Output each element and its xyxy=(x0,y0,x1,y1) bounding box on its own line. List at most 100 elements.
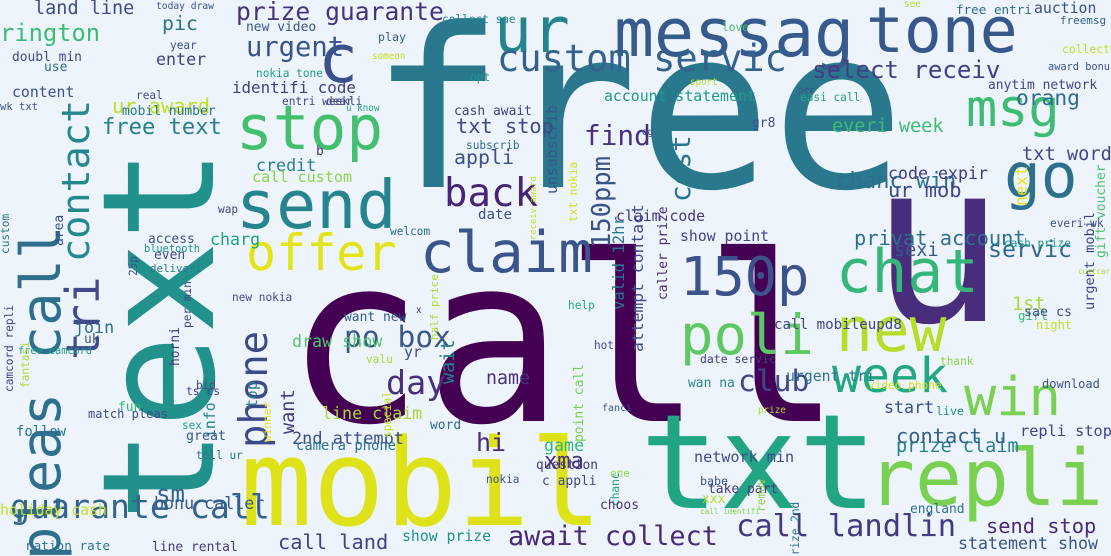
word-show-point: show point xyxy=(680,228,770,245)
word-chat: chat xyxy=(836,237,979,306)
word-camera-phone: camera phone xyxy=(296,438,397,454)
word-msg: msg xyxy=(966,79,1060,139)
word-call-landlin: call landlin xyxy=(736,509,957,544)
word-deliveri: deliveri xyxy=(150,262,202,275)
word-guarante-call: guarante call xyxy=(10,487,270,526)
word-remov: remov xyxy=(755,478,768,512)
word-per-min: per min xyxy=(181,281,194,328)
word-tri: tri xyxy=(56,276,110,360)
word-name: name xyxy=(486,368,530,389)
word-cost: cost xyxy=(664,135,697,202)
word-150ppm: 150ppm xyxy=(587,155,617,248)
word-girl: girl xyxy=(1018,308,1048,323)
word-eg: eg xyxy=(642,127,654,138)
word-entri-weekli: entri weekli xyxy=(282,95,363,108)
word-take-part: take part xyxy=(708,482,779,497)
word-cash-await: cash await xyxy=(454,104,532,119)
word-real: real xyxy=(136,89,163,102)
word-uk: uk xyxy=(84,332,100,347)
word-servic: servic xyxy=(988,236,1073,263)
word-25p: 25p xyxy=(127,256,140,276)
word-tell-ur: tell ur xyxy=(196,449,243,462)
word-tone: tone xyxy=(866,0,1018,67)
word-phone: phone xyxy=(232,330,277,448)
word-info: info xyxy=(202,402,219,438)
word-free-camcord: free camcord xyxy=(18,345,93,357)
word-prize: prize xyxy=(758,405,786,416)
word-enter: enter xyxy=(156,50,207,69)
word-contact: contact xyxy=(54,99,99,262)
word-club: club xyxy=(738,363,810,398)
word-u-know: u know xyxy=(346,103,380,114)
word-claim: claim xyxy=(420,219,593,286)
word-fun: fun xyxy=(118,400,142,415)
word-download: download xyxy=(1042,377,1100,391)
word-follow: follow xyxy=(16,424,67,440)
word-appli: appli xyxy=(454,146,514,169)
word-cash-prize: cash prize xyxy=(1004,237,1071,250)
word-question: question xyxy=(536,458,598,473)
word-prize-guarante: prize guarante xyxy=(236,0,444,26)
word-help: help xyxy=(568,299,595,312)
word-urgent: urgent xyxy=(246,32,345,63)
word-c: c xyxy=(318,20,359,98)
word-ur: ur xyxy=(494,0,570,67)
word-wait: wait xyxy=(438,339,459,384)
word-content: content xyxy=(12,84,75,101)
word-nokia-tone: nokia tone xyxy=(256,67,323,80)
word-sm: sm xyxy=(156,480,185,508)
word-show-prize: show prize xyxy=(402,528,492,545)
word-call-land: call land xyxy=(278,530,389,554)
word-messag: messag xyxy=(614,0,855,72)
word-win: win xyxy=(964,365,1061,428)
word-subscrib: subscrib xyxy=(466,139,520,152)
word-offer: offer xyxy=(246,224,397,282)
word-fanci: fanci xyxy=(602,403,633,414)
word-txt-word: txt word xyxy=(1022,144,1111,165)
word-live: live xyxy=(936,404,964,418)
word-pic: pic xyxy=(162,12,198,35)
word-half-price: half price xyxy=(428,274,441,340)
word-ur-mob: ur mob xyxy=(888,178,962,202)
word-poli: poli xyxy=(680,303,814,368)
word-camcord-repli: camcord repli xyxy=(3,305,16,392)
word-point-call: point call xyxy=(572,364,587,442)
word-word: word xyxy=(430,418,462,433)
word-charg: charg xyxy=(210,230,261,249)
word-text: text xyxy=(69,147,250,522)
word-contact-u: contact u xyxy=(896,424,1007,448)
word-everi-wk: everi wk xyxy=(1050,217,1104,230)
word-back: back xyxy=(444,171,538,216)
word-week: week xyxy=(832,348,948,404)
word-mobil: mobil xyxy=(240,414,603,554)
word-call-custom: call custom xyxy=(252,168,353,186)
word-unsubscrib: unsubscrib xyxy=(544,104,561,194)
word-year: year xyxy=(170,39,197,52)
word-holiday-cash: holiday cash xyxy=(0,502,107,519)
word-free-text: free text xyxy=(102,114,222,140)
word-repli: repli xyxy=(868,434,1103,524)
word-attempt-contact: attempt contact xyxy=(628,204,647,352)
word-txt-nokia: txt nokia xyxy=(567,161,580,222)
word-award-bonu: award bonu xyxy=(1048,61,1110,73)
word-gr8: gr8 xyxy=(752,116,776,131)
word-great: great xyxy=(186,429,226,444)
word-xma: xma xyxy=(544,448,584,474)
word-everi-week: everi week xyxy=(832,116,944,137)
word-gift-voucher: gift voucher xyxy=(1094,164,1109,258)
word-bluetooth: bluetooth xyxy=(144,243,200,255)
word-game: game xyxy=(544,436,585,455)
word-send: send xyxy=(236,166,397,244)
word-land-line: land line xyxy=(34,0,135,19)
word-winner: winner xyxy=(261,401,274,442)
word-statement-show: statement show xyxy=(958,534,1098,553)
word-sport: sport xyxy=(690,77,718,88)
word-babe: babe xyxy=(700,474,728,488)
word-150p: 150p xyxy=(680,245,810,308)
word-want-new: want new xyxy=(344,310,407,325)
word-collect-sae: collect sae xyxy=(442,13,516,26)
word-txt: txt xyxy=(640,387,878,540)
word-join: join xyxy=(74,318,115,337)
word-u: u xyxy=(870,113,1005,374)
